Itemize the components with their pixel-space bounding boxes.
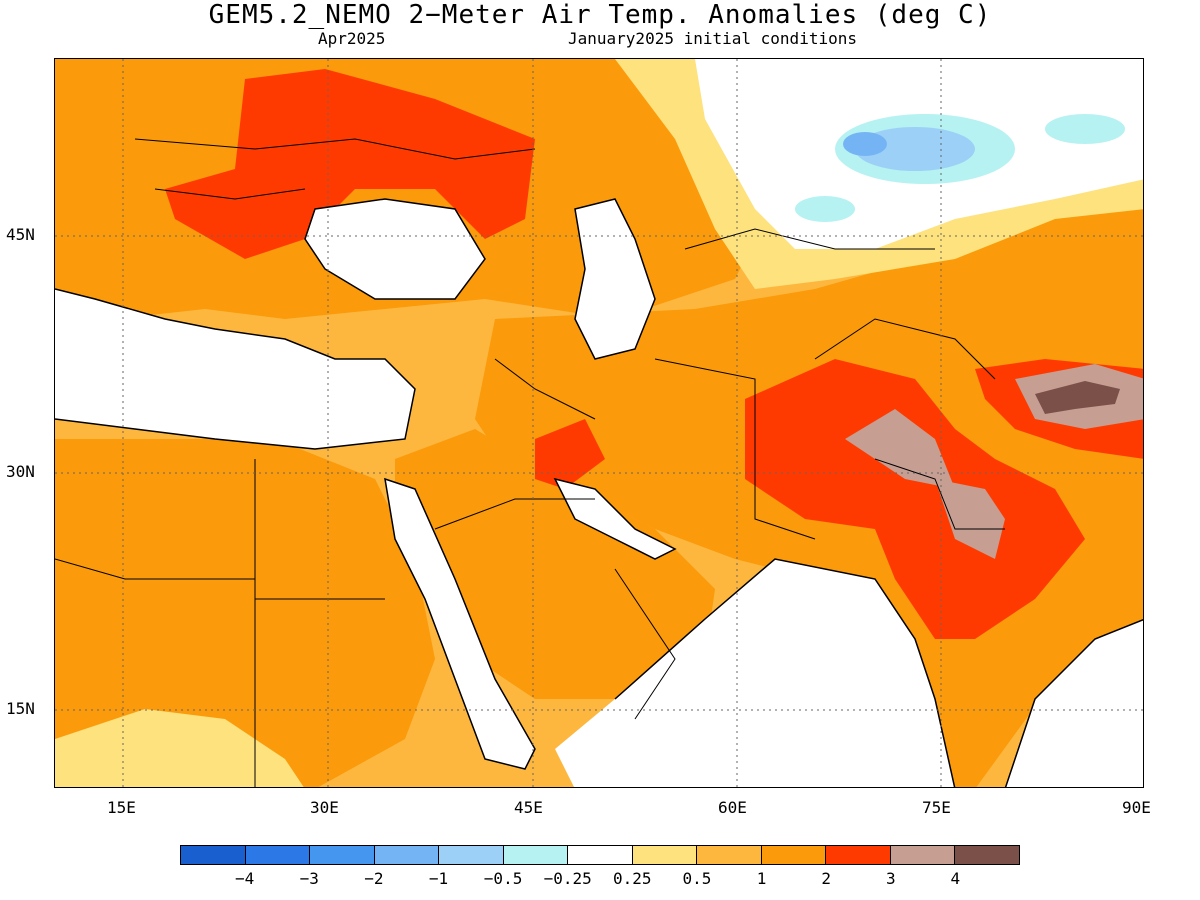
colorbar-label: 0.25	[613, 869, 652, 888]
anomaly-zone-05-1-africa	[55, 709, 304, 787]
colorbar-label: 1	[756, 869, 767, 888]
colorbar-swatch	[181, 846, 246, 864]
colorbar-label: 0.5	[682, 869, 712, 888]
anomaly-zone-3-4-eastern-europe	[165, 69, 535, 259]
mediterranean-sea	[55, 289, 415, 449]
colorbar-label: −2	[364, 869, 384, 888]
country-borders	[55, 138, 1005, 787]
graticule	[55, 59, 1143, 787]
colorbar-swatch	[697, 846, 762, 864]
lon-tick-45e: 45E	[514, 798, 543, 817]
colorbar-swatch	[955, 846, 1019, 864]
anomaly-zone-4-plus-india	[935, 479, 1005, 559]
colorbar-swatch	[503, 846, 569, 864]
lat-tick-30n: 30N	[6, 462, 35, 481]
red-sea	[385, 479, 535, 769]
colorbar-label: 3	[885, 869, 896, 888]
anomaly-map	[54, 58, 1144, 788]
colorbar-swatch	[374, 846, 440, 864]
colorbar-label: −0.25	[543, 869, 592, 888]
forecast-month: Apr2025	[318, 29, 386, 48]
lat-tick-15n: 15N	[6, 699, 35, 718]
colorbar-label: 4	[950, 869, 961, 888]
colorbar-swatch	[310, 846, 375, 864]
anomaly-zone-max-tibet	[1035, 381, 1120, 414]
arabian-sea	[555, 559, 955, 787]
map-title: GEM5.2_NEMO 2−Meter Air Temp. Anomalies …	[208, 0, 992, 30]
colorbar-swatch	[439, 846, 504, 864]
lon-tick-15e: 15E	[107, 798, 136, 817]
colorbar-swatch	[890, 846, 956, 864]
anomaly-zone-3-4-south-asia	[745, 359, 1085, 639]
cool-anomaly-east	[1045, 114, 1125, 144]
colorbar	[180, 845, 1020, 865]
colorbar-swatch	[568, 846, 633, 864]
anomaly-map-svg	[55, 59, 1143, 787]
colorbar-swatch	[761, 846, 827, 864]
anomaly-zone-2-3-africa	[55, 439, 435, 787]
colorbar-label: −3	[299, 869, 319, 888]
coastlines	[55, 198, 1143, 787]
colorbar-swatch	[245, 846, 311, 864]
colorbar-swatch	[632, 846, 698, 864]
lon-tick-75e: 75E	[922, 798, 951, 817]
anomaly-zone-4-plus-pakistan	[845, 409, 955, 489]
colorbar-label: 2	[821, 869, 831, 888]
anomaly-zone-3-4-iraq	[535, 419, 605, 489]
initial-conditions-label: January2025 initial conditions	[568, 29, 857, 48]
cool-anomaly-kazakhstan-core	[843, 132, 887, 156]
cool-anomaly-south	[795, 196, 855, 222]
colorbar-label: −1	[428, 869, 449, 888]
black-sea	[305, 199, 485, 299]
lon-tick-90e: 90E	[1122, 798, 1151, 817]
lon-tick-60e: 60E	[718, 798, 747, 817]
cool-anomaly-kazakhstan-inner	[855, 127, 975, 171]
bay-of-bengal	[1005, 619, 1143, 787]
lat-tick-45n: 45N	[6, 225, 35, 244]
lon-tick-30e: 30E	[310, 798, 339, 817]
colorbar-label: −0.5	[483, 869, 523, 888]
colorbar-swatch	[826, 846, 891, 864]
colorbar-label: −4	[234, 869, 255, 888]
